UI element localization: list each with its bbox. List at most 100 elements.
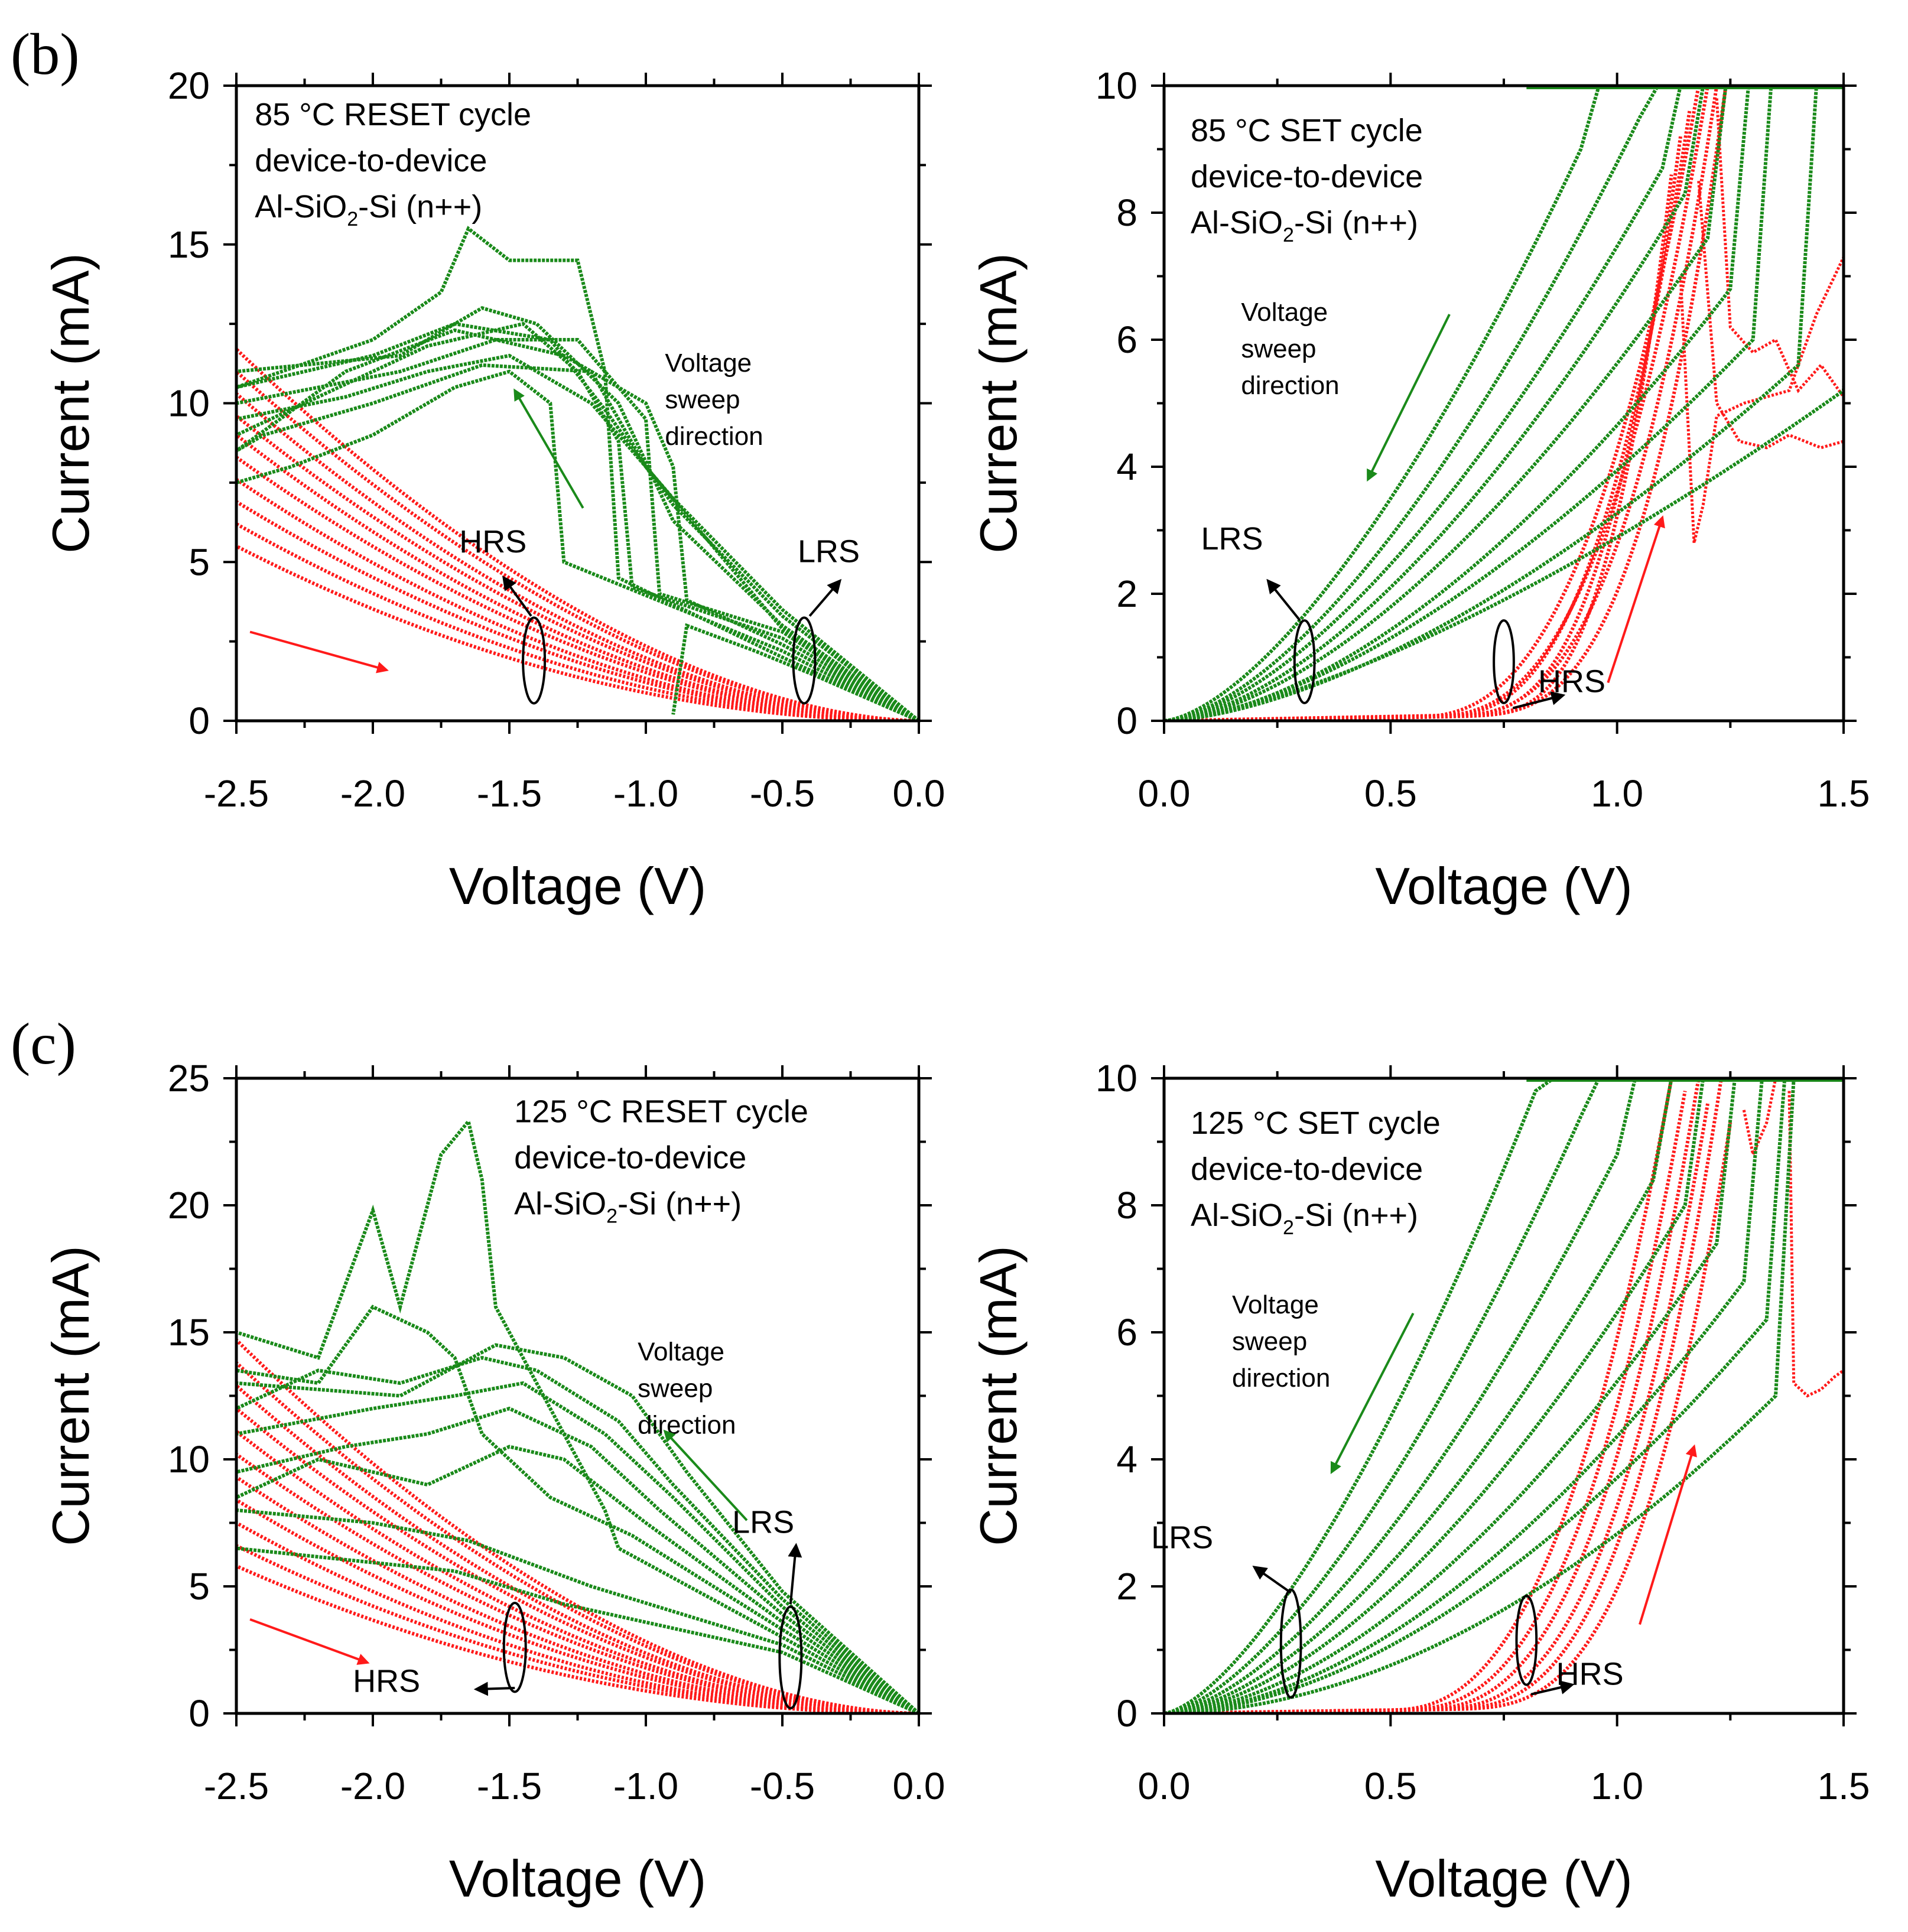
y-tick-label: 10 <box>1096 64 1137 107</box>
lrs-sweep-arrow <box>663 1429 748 1521</box>
chart-subtitle: device-to-device <box>255 143 487 178</box>
hrs-curve <box>1164 86 1701 721</box>
y-axis-title: Current (mA) <box>969 253 1028 554</box>
y-tick-label: 10 <box>168 1438 210 1481</box>
hrs-curve <box>236 544 919 721</box>
lrs-curve <box>671 623 919 721</box>
hrs-label: HRS <box>1556 1657 1624 1692</box>
hrs-curve <box>1164 1090 1687 1713</box>
sweep-direction-label: sweep <box>1241 334 1316 363</box>
x-tick-label: -1.5 <box>477 772 542 815</box>
y-tick-label: 2 <box>1116 573 1137 615</box>
y-tick-label: 15 <box>168 223 210 266</box>
hrs-curve <box>1164 1122 1733 1713</box>
lrs-ellipse <box>1293 619 1316 704</box>
y-tick-label: 4 <box>1116 445 1137 488</box>
hrs-label: HRS <box>1538 664 1605 700</box>
hrs-ellipse <box>1515 1595 1538 1686</box>
hrs-curve <box>236 347 919 721</box>
lrs-ellipse <box>792 616 817 705</box>
y-tick-label: 25 <box>168 1057 210 1100</box>
material-label: Al-SiO2-Si (n++) <box>1191 205 1418 246</box>
lrs-curve <box>1164 360 1844 721</box>
plot-area <box>236 1117 919 1713</box>
x-tick-label: 0.0 <box>893 1765 945 1807</box>
lrs-pointer-arrow <box>1252 1565 1292 1594</box>
plot-area <box>1164 86 1844 721</box>
hrs-curve <box>1679 256 1844 544</box>
chart-subtitle: device-to-device <box>1191 159 1423 194</box>
hrs-pointer-arrow <box>502 575 532 617</box>
x-tick-label: -1.0 <box>613 1765 678 1807</box>
x-tick-label: 1.0 <box>1591 772 1643 815</box>
lrs-curve <box>236 363 919 721</box>
lrs-sweep-arrow <box>513 388 584 509</box>
hrs-ellipse <box>1493 619 1515 704</box>
hrs-ellipse <box>502 1601 527 1693</box>
lrs-curve <box>236 1445 919 1713</box>
lrs-pointer-arrow <box>808 578 842 617</box>
hrs-sweep-arrow <box>249 1618 370 1665</box>
hrs-sweep-arrow <box>1607 515 1665 684</box>
y-axis-title: Current (mA) <box>41 1245 100 1546</box>
y-tick-label: 8 <box>1116 1184 1137 1227</box>
y-tick-label: 8 <box>1116 191 1137 234</box>
chart-title: 85 °C RESET cycle <box>255 97 531 132</box>
y-tick-label: 4 <box>1116 1438 1137 1481</box>
lrs-ellipse <box>1279 1588 1302 1699</box>
hrs-sweep-arrow <box>249 630 389 674</box>
y-tick-label: 10 <box>168 382 210 425</box>
chart-title: 125 °C SET cycle <box>1191 1105 1441 1141</box>
x-axis-title: Voltage (V) <box>1375 1849 1632 1908</box>
lrs-label: LRS <box>732 1505 794 1540</box>
material-label: Al-SiO2-Si (n++) <box>255 189 482 230</box>
plot-area <box>236 226 919 721</box>
hrs-curve <box>1164 1078 1701 1713</box>
x-tick-label: -1.5 <box>477 1765 542 1807</box>
lrs-curve <box>1164 1078 1555 1713</box>
lrs-curve <box>236 321 919 721</box>
hrs-curve <box>236 414 919 721</box>
y-tick-label: 15 <box>168 1311 210 1354</box>
lrs-pointer-arrow <box>788 1543 802 1605</box>
hrs-curve <box>236 1407 919 1713</box>
lrs-curve <box>1164 86 1601 721</box>
sweep-direction-label: direction <box>665 422 763 451</box>
chart-title: 85 °C SET cycle <box>1191 113 1423 148</box>
chart-subtitle: device-to-device <box>514 1140 746 1175</box>
lrs-label: LRS <box>1151 1520 1213 1556</box>
sweep-direction-label: sweep <box>638 1374 713 1403</box>
y-tick-label: 20 <box>168 64 210 107</box>
lrs-curve <box>236 328 919 721</box>
hrs-curve <box>236 478 919 721</box>
hrs-pointer-arrow <box>473 1681 515 1696</box>
chart-c-set: 0.0 0.5 1.0 1.5 0 2 4 6 8 10 Voltage (V) Current (m… <box>969 1057 1870 1908</box>
lrs-sweep-arrow <box>1367 314 1451 482</box>
sweep-direction-label: direction <box>1232 1364 1330 1393</box>
sweep-direction-label: Voltage <box>665 349 752 378</box>
hrs-curve <box>236 456 919 721</box>
x-tick-label: -0.5 <box>750 1765 815 1807</box>
x-tick-label: -0.5 <box>750 772 815 815</box>
hrs-curve <box>1715 98 1844 398</box>
hrs-curve <box>1164 1078 1723 1713</box>
hrs-curve <box>1164 174 1673 721</box>
chart-c-reset: -2.5 -2.0 -1.5 -1.0 -0.5 0.0 0 5 10 15 20 25 Voltage… <box>41 1057 945 1908</box>
y-tick-label: 6 <box>1116 318 1137 361</box>
lrs-curve <box>1164 86 1818 721</box>
x-tick-label: -2.0 <box>340 1765 405 1807</box>
lrs-curve <box>1164 1078 1673 1713</box>
lrs-curve <box>1164 86 1728 721</box>
lrs-curve <box>236 353 919 721</box>
hrs-curve <box>236 433 919 721</box>
chart-subtitle: device-to-device <box>1191 1152 1423 1187</box>
lrs-sweep-arrow <box>1330 1312 1415 1475</box>
y-tick-label: 2 <box>1116 1565 1137 1608</box>
lrs-curve <box>1164 1078 1764 1713</box>
y-tick-label: 5 <box>188 1565 210 1608</box>
y-tick-label: 5 <box>188 541 210 583</box>
lrs-curve <box>236 226 919 721</box>
sweep-direction-label: Voltage <box>1241 298 1328 327</box>
lrs-curve <box>236 1406 919 1713</box>
